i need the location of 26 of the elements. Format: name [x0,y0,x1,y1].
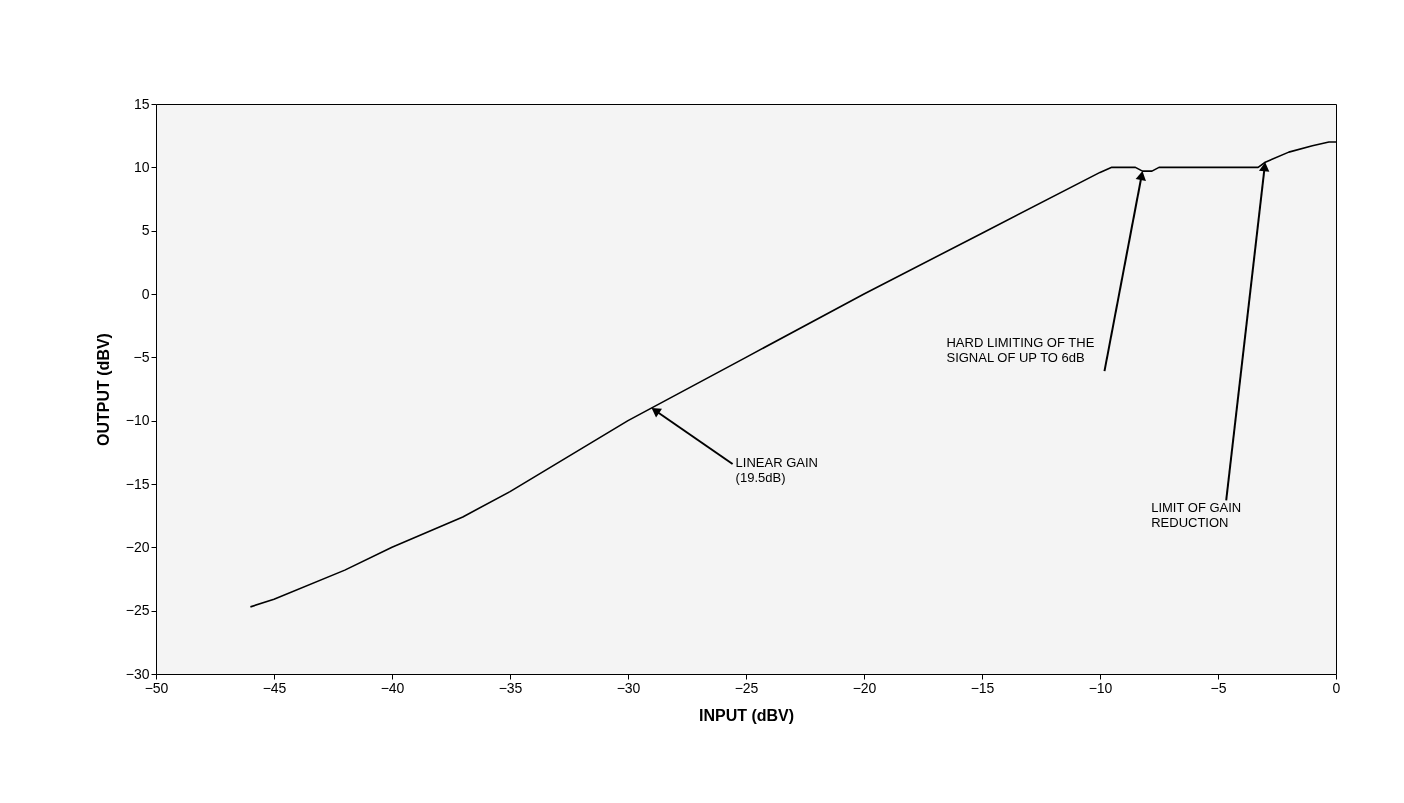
x-axis-title: INPUT (dBV) [698,706,795,724]
x-tick-label: −15 [970,679,995,696]
x-tick-label: −20 [852,679,877,696]
y-tick-label: −30 [125,665,150,682]
y-tick-label: −25 [125,602,150,619]
annotation: HARD LIMITING OF THE SIGNAL OF UP TO 6dB [946,335,1095,366]
x-tick-label: 0 [1332,679,1341,696]
y-tick-label: 10 [133,158,150,175]
y-tick-label: −20 [125,538,150,555]
x-tick-label: −30 [616,679,641,696]
x-tick-label: −10 [1088,679,1113,696]
y-axis-title: OUTPUT (dBV) [94,333,112,446]
x-tick-label: −35 [498,679,523,696]
x-tick-label: −25 [734,679,759,696]
y-tick-label: 0 [141,285,150,302]
annotation: LINEAR GAIN (19.5dB) [735,455,818,485]
x-tick-label: −40 [380,679,405,696]
x-tick-label: −5 [1210,679,1227,696]
annotation: LIMIT OF GAIN REDUCTION [1151,500,1242,531]
y-tick-label: −10 [125,412,150,429]
x-tick-label: −50 [144,679,169,696]
x-tick-label: −45 [262,679,287,696]
y-tick-label: −15 [125,475,150,492]
y-tick-label: −5 [133,348,150,365]
y-tick-label: 5 [141,222,150,239]
y-tick-label: 15 [133,95,150,112]
